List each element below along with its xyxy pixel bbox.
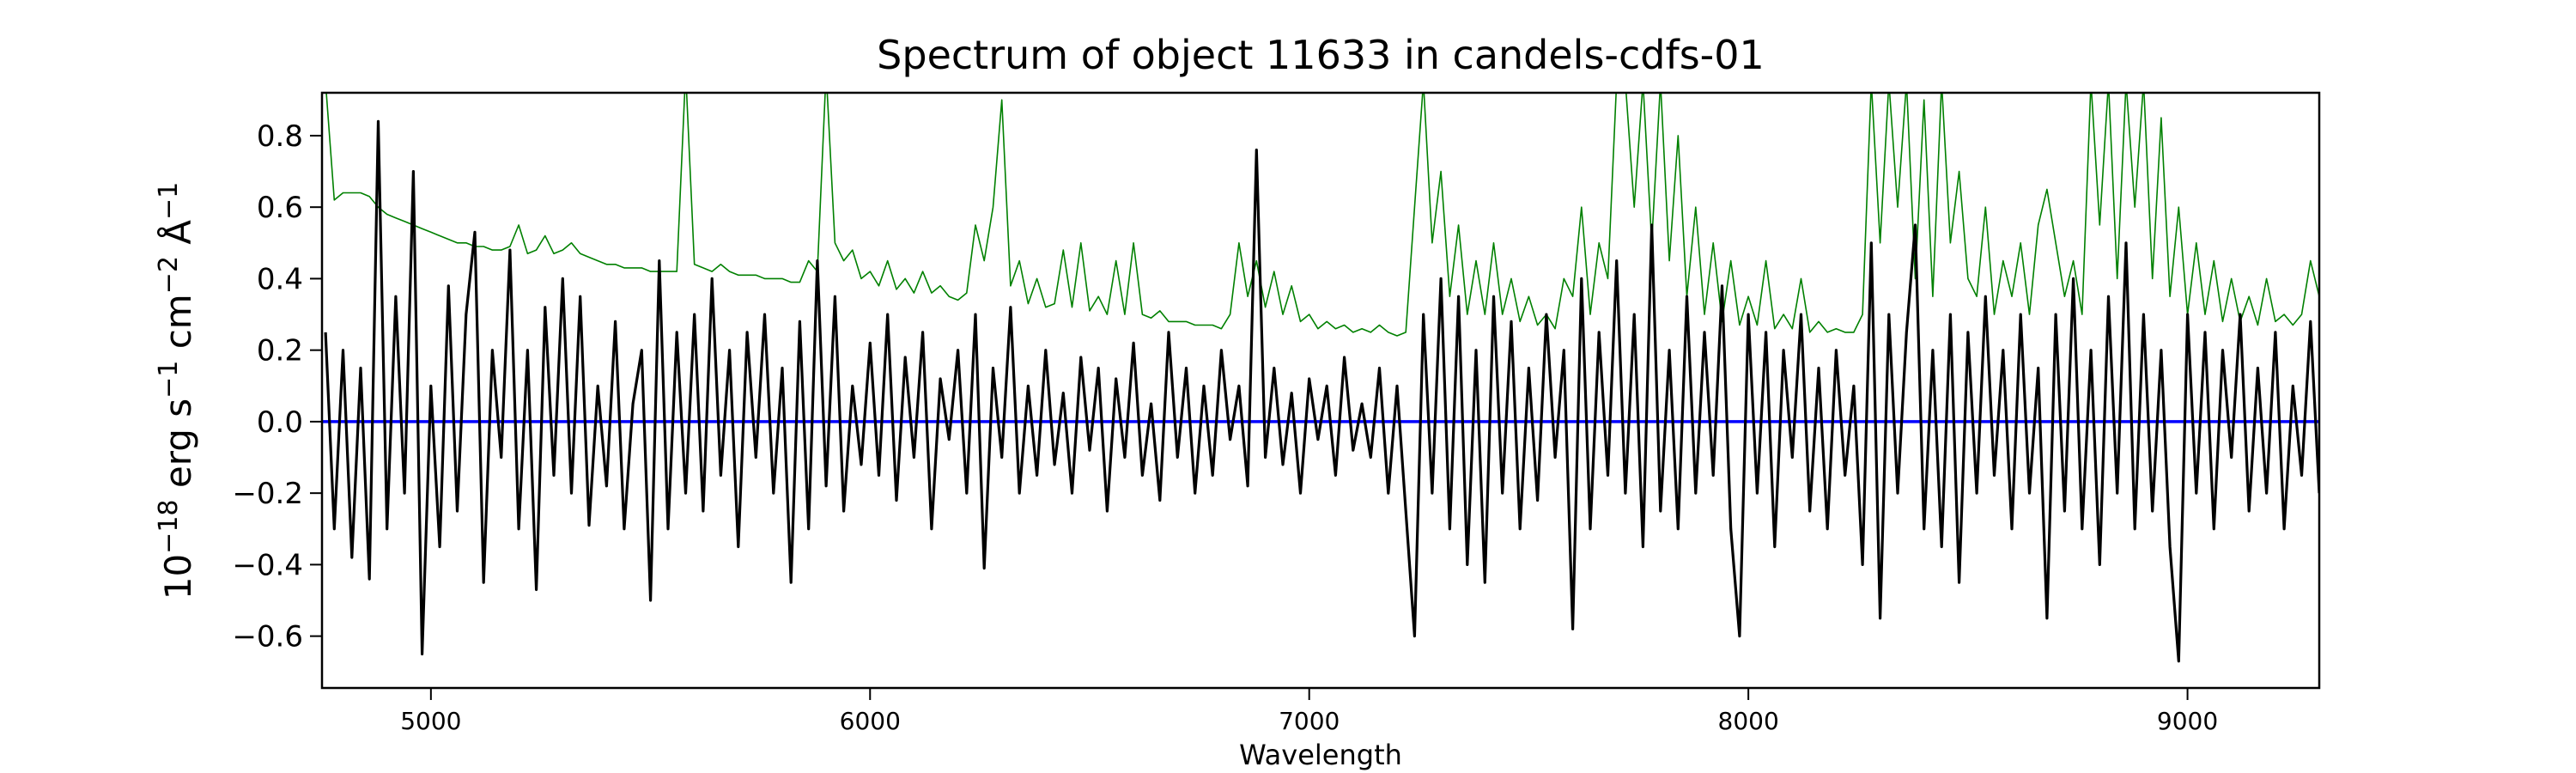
- y-tick-label: 0.8: [257, 119, 303, 154]
- x-axis-label: Wavelength: [1239, 739, 1402, 771]
- y-tick-label: −0.4: [232, 548, 303, 582]
- x-tick-label: 5000: [400, 707, 461, 735]
- y-tick-label: 0.4: [257, 262, 303, 296]
- x-tick-label: 6000: [840, 707, 901, 735]
- x-tick-label: 7000: [1279, 707, 1340, 735]
- chart-title: Spectrum of object 11633 in candels-cdfs…: [877, 32, 1765, 78]
- y-axis-label: 10−18 erg s−1 cm−2 Å−1: [154, 182, 199, 600]
- x-tick-label: 8000: [1718, 707, 1779, 735]
- model-line: [325, 93, 2319, 337]
- flux-line: [324, 119, 2319, 663]
- y-tick-label: −0.2: [232, 477, 303, 511]
- x-axis: 5000 6000 7000 8000 9000: [400, 688, 2218, 735]
- plot-frame: [320, 91, 2321, 690]
- y-tick-label: 0.6: [257, 191, 303, 225]
- y-tick-label: 0.2: [257, 334, 303, 368]
- series-layer: [322, 93, 2319, 663]
- y-tick-label: 0.0: [257, 405, 303, 440]
- x-tick-label: 9000: [2157, 707, 2218, 735]
- y-axis: −0.6 −0.4 −0.2 0.0 0.2 0.4 0.6 0.8: [232, 119, 322, 654]
- y-tick-label: −0.6: [232, 620, 303, 654]
